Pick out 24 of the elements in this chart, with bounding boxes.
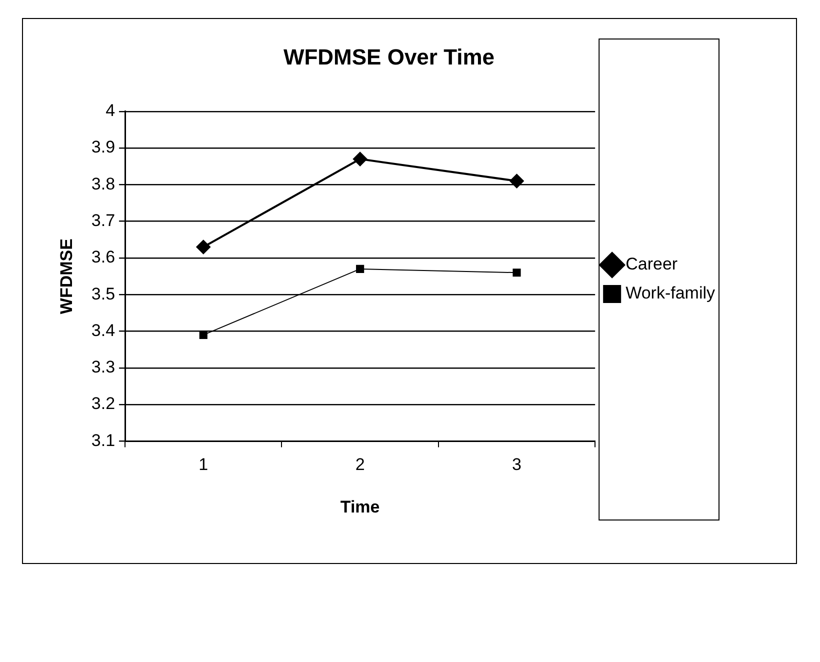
point — [196, 240, 210, 254]
y-tick-label: 3.7 — [91, 211, 116, 230]
legend-label: Work-family — [626, 284, 716, 303]
point — [512, 268, 521, 277]
point — [356, 264, 364, 274]
x-axis-title: Time — [340, 497, 380, 516]
legend-label: Career — [626, 254, 678, 274]
y-tick-label: 3.5 — [91, 284, 116, 304]
point — [353, 152, 368, 166]
x-tick-label: 2 — [355, 455, 365, 474]
y-tick-label: 3.9 — [91, 138, 116, 157]
y-tick-label: 4 — [106, 101, 116, 120]
point — [510, 174, 524, 188]
point — [199, 330, 208, 339]
x-tick-label: 1 — [198, 455, 208, 474]
y-tick-label: 3.4 — [91, 320, 116, 340]
chart-title: WFDMSE Over Time — [283, 44, 495, 70]
y-tick-label: 3.1 — [91, 430, 116, 450]
y-tick-label: 3.2 — [91, 394, 116, 414]
y-tick-label: 3.6 — [91, 248, 116, 267]
x-tick-label: 3 — [512, 455, 522, 474]
y-tick-label: 3.8 — [91, 174, 116, 194]
y-tick-label: 3.3 — [91, 358, 116, 377]
y-axis-title: WFDMSE — [56, 238, 76, 314]
